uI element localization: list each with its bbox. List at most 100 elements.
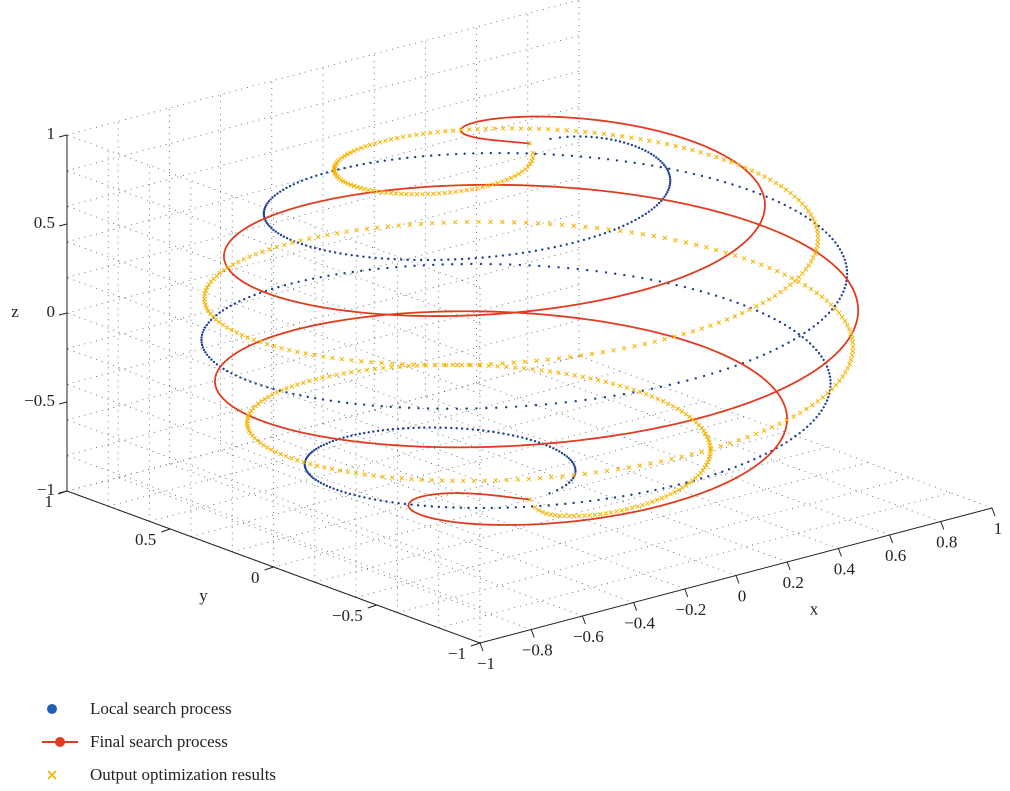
data-point bbox=[299, 394, 302, 397]
data-point bbox=[406, 363, 411, 369]
data-point bbox=[390, 158, 394, 161]
y-tick bbox=[470, 642, 481, 647]
data-point bbox=[204, 351, 207, 354]
data-point bbox=[410, 362, 416, 367]
data-point bbox=[393, 191, 399, 196]
data-point bbox=[413, 155, 417, 159]
data-point bbox=[354, 184, 360, 190]
data-point bbox=[566, 135, 569, 139]
data-point bbox=[843, 370, 848, 375]
wall-grid-line bbox=[66, 455, 481, 608]
data-point bbox=[253, 293, 256, 297]
data-point bbox=[296, 181, 300, 184]
data-point bbox=[558, 136, 562, 139]
data-point bbox=[200, 336, 203, 339]
data-point bbox=[207, 356, 211, 359]
data-point bbox=[615, 466, 621, 472]
data-point bbox=[284, 386, 289, 391]
data-point bbox=[314, 397, 317, 400]
data-point bbox=[799, 201, 805, 207]
data-point bbox=[762, 353, 766, 356]
data-point bbox=[567, 481, 571, 484]
data-point bbox=[771, 198, 775, 201]
data-point bbox=[629, 230, 634, 235]
data-point bbox=[614, 139, 617, 142]
data-point bbox=[482, 478, 488, 484]
data-point bbox=[362, 403, 366, 406]
data-point bbox=[827, 395, 830, 399]
data-point bbox=[792, 338, 796, 341]
data-point bbox=[649, 152, 653, 156]
data-point bbox=[383, 190, 389, 196]
data-point bbox=[802, 428, 805, 432]
data-point bbox=[587, 513, 593, 518]
data-point bbox=[264, 219, 267, 222]
data-point bbox=[529, 158, 535, 164]
data-point bbox=[637, 463, 643, 468]
data-point bbox=[518, 263, 522, 267]
data-point bbox=[372, 366, 378, 372]
data-point bbox=[564, 502, 567, 506]
legend-label-final: Final search process bbox=[90, 731, 228, 751]
data-point bbox=[331, 439, 335, 443]
data-point bbox=[202, 348, 206, 352]
data-point bbox=[314, 478, 318, 482]
data-point bbox=[847, 361, 852, 367]
data-point bbox=[571, 513, 577, 519]
x-tick-label: −1 bbox=[477, 654, 495, 673]
data-point bbox=[511, 360, 517, 365]
data-point bbox=[603, 232, 607, 235]
data-point bbox=[201, 331, 204, 334]
data-point bbox=[721, 157, 727, 162]
data-point bbox=[584, 135, 588, 138]
data-point bbox=[582, 238, 586, 242]
data-point bbox=[286, 347, 292, 353]
data-point bbox=[442, 128, 448, 134]
data-point bbox=[561, 153, 565, 157]
data-point bbox=[732, 314, 738, 319]
y-tick-label: 1 bbox=[45, 492, 54, 511]
data-point bbox=[267, 246, 272, 252]
data-point bbox=[648, 461, 653, 466]
data-point bbox=[606, 158, 610, 161]
data-point bbox=[414, 363, 420, 369]
data-point bbox=[703, 431, 708, 437]
data-point bbox=[555, 503, 559, 506]
data-point bbox=[791, 414, 797, 419]
floor-grid-line bbox=[271, 436, 685, 590]
data-point bbox=[593, 397, 597, 400]
data-point bbox=[592, 130, 597, 136]
floor-grid-line bbox=[527, 369, 941, 522]
data-point bbox=[539, 367, 544, 373]
wall-grid-line bbox=[66, 177, 580, 314]
data-point bbox=[704, 434, 710, 439]
data-point bbox=[222, 367, 225, 371]
data-point bbox=[289, 455, 294, 461]
data-point bbox=[850, 348, 856, 354]
data-point bbox=[617, 383, 623, 389]
data-point bbox=[239, 332, 245, 338]
data-point bbox=[675, 406, 680, 412]
data-point bbox=[618, 140, 622, 143]
data-point bbox=[328, 250, 332, 253]
data-point bbox=[545, 444, 548, 447]
data-point bbox=[504, 364, 509, 370]
data-point bbox=[817, 224, 820, 228]
data-point bbox=[736, 437, 742, 443]
data-point bbox=[808, 212, 814, 218]
data-point bbox=[475, 407, 478, 410]
data-point bbox=[810, 216, 816, 221]
y-tick bbox=[264, 566, 274, 571]
data-point bbox=[495, 363, 500, 369]
data-point bbox=[522, 505, 526, 509]
data-point bbox=[571, 472, 577, 478]
data-point bbox=[368, 268, 372, 271]
data-point bbox=[792, 194, 798, 199]
data-point bbox=[752, 190, 755, 193]
data-point bbox=[623, 273, 626, 277]
data-point bbox=[745, 434, 750, 440]
data-point bbox=[556, 356, 562, 361]
data-point bbox=[699, 326, 705, 331]
data-point bbox=[673, 237, 678, 243]
data-point bbox=[543, 152, 546, 156]
